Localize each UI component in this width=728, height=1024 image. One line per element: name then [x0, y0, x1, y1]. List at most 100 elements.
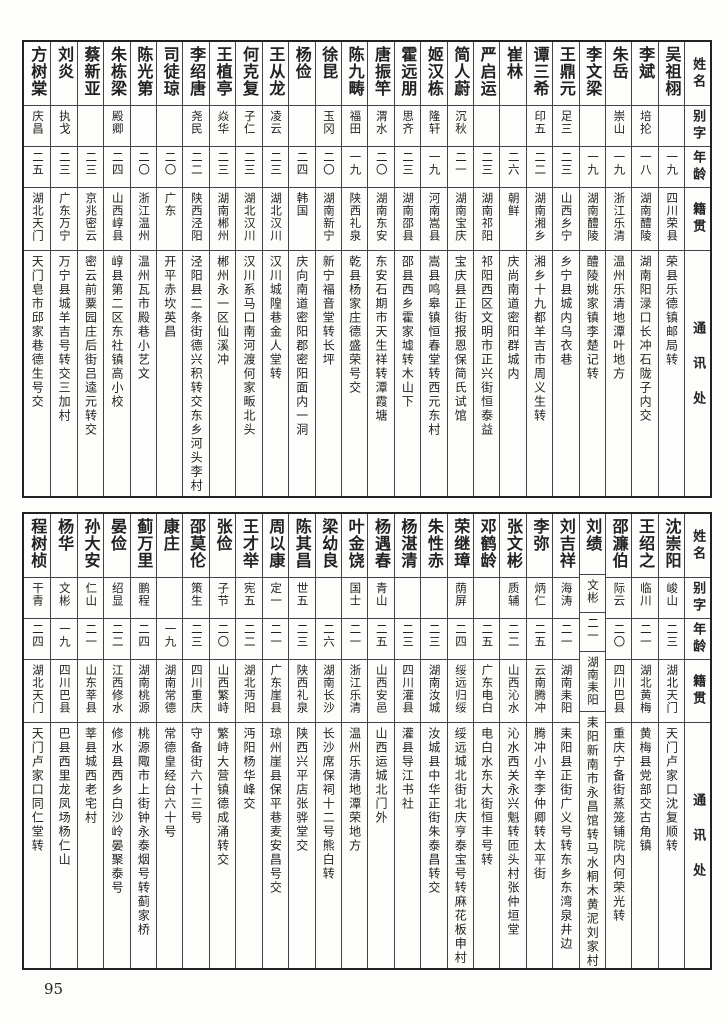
age-text: 二五	[480, 623, 495, 648]
name-cell: 王植亭	[209, 42, 236, 106]
address-cell: 莘县城西老宅村	[78, 723, 103, 968]
name-text: 王植亭	[213, 46, 233, 97]
name-text: 谭三希	[530, 46, 550, 97]
name-cell: 谭三希	[526, 42, 553, 106]
person-record: 李绍唐 尧民 二二 陕西泾阳 泾阳县二条街德兴积转交东乡河头李村	[182, 42, 209, 496]
address-cell: 琼州崖县保平巷麦安昌号交	[263, 723, 288, 968]
header-label: 姓名	[690, 528, 706, 563]
age-cell: 二五	[473, 619, 500, 660]
address-text: 开平赤坎英昌	[162, 255, 177, 339]
native-text: 湖南汝城	[427, 664, 442, 714]
native-cell: 京兆密云	[77, 188, 104, 251]
name-cell: 杨华	[51, 514, 77, 578]
address-text: 绥远城北街北庆亨泰宝号转麻花板申村	[453, 727, 468, 965]
address-text: 电白水东大街恒丰号转	[479, 727, 494, 867]
name-text: 张文彬	[504, 518, 524, 569]
alias-cell: 执戈	[51, 106, 77, 147]
age-cell: 二四	[130, 619, 157, 660]
address-text: 黄梅县党部交古角镇	[638, 727, 653, 853]
alias-cell: 干青	[24, 578, 51, 619]
age-text: 二四	[137, 623, 152, 648]
age-text: 二三	[295, 623, 310, 648]
alias-text: 足三	[559, 110, 574, 135]
age-cell: 二〇	[209, 619, 236, 660]
address-text: 巴县西里龙凤场杨仁山	[57, 727, 72, 867]
age-cell: 二一	[579, 613, 605, 653]
age-cell: 二三	[183, 619, 209, 660]
address-text: 密云前粟园庄后街吕逵元转交	[83, 255, 98, 437]
name-cell: 张文彬	[500, 514, 526, 578]
alias-cell: 峻山	[658, 578, 685, 619]
name-text: 晏俭	[107, 518, 127, 552]
address-cell: 温州瓦市殿巷小艺文	[131, 251, 156, 496]
header-cell-address: 通讯处	[685, 723, 710, 968]
age-text: 二二	[189, 151, 204, 176]
native-cell: 山东莘县	[77, 660, 104, 723]
alias-cell: 文彬	[51, 578, 77, 619]
native-text: 朝鲜	[506, 192, 521, 217]
native-cell: 湖南耒阳	[579, 652, 605, 712]
name-cell: 邵濂伯	[605, 514, 632, 578]
native-cell: 湖南邵县	[394, 188, 421, 251]
age-cell: 二三	[553, 147, 579, 188]
native-cell: 山西沁水	[500, 660, 526, 723]
person-record: 张文彬 质辅 二二 山西沁水 沁水西关永兴魁转匝头村张仲垣堂	[499, 514, 526, 968]
age-text: 二三	[242, 151, 257, 176]
address-text: 天门卢家口同仁堂转	[30, 727, 45, 853]
native-text: 山西乡宁	[559, 192, 574, 242]
address-text: 天门皂市邱家巷德生号交	[30, 255, 45, 409]
alias-text: 峻山	[665, 582, 680, 607]
native-text: 四川巴县	[612, 664, 627, 714]
native-cell: 湖南东安	[368, 188, 394, 251]
age-cell: 二三	[236, 147, 262, 188]
address-cell: 巴县西里龙凤场杨仁山	[51, 723, 76, 968]
address-text: 荣县乐德镇邮局转	[664, 255, 679, 367]
header-cell-alias: 别字	[685, 578, 710, 619]
alias-cell	[658, 106, 685, 147]
alias-text: 沉秋	[453, 110, 468, 135]
age-cell: 二四	[289, 147, 315, 188]
alias-cell	[77, 106, 104, 147]
native-cell: 湖南宝庆	[447, 188, 473, 251]
address-text: 东安石期市天生祥转潭霞塘	[374, 255, 389, 423]
name-cell: 姬汉栋	[421, 42, 447, 106]
native-text: 湖南耒阳	[559, 664, 574, 714]
native-cell: 湖北天门	[24, 660, 51, 723]
name-cell: 徐昆	[315, 42, 341, 106]
name-text: 王鼎元	[556, 46, 576, 97]
age-cell: 二〇	[315, 147, 341, 188]
native-cell: 四川灌县	[394, 660, 421, 723]
alias-text: 质辅	[506, 582, 521, 607]
name-text: 简人蔚	[451, 46, 471, 97]
address-text: 腾冲小辛李仲卿转太平街	[532, 727, 547, 881]
person-record: 霍远朋 思齐 二三 湖南邵县 邵县西乡霍家墟转木山下	[393, 42, 421, 496]
alias-cell: 崇山	[605, 106, 632, 147]
name-text: 李绍唐	[187, 46, 207, 97]
address-cell: 山西运城北门外	[368, 723, 393, 968]
alias-cell: 渭水	[368, 106, 394, 147]
age-cell: 一九	[51, 619, 77, 660]
person-record: 刘吉祥 海涛 二一 湖南耒阳 耒阳县正街广义号转东乡东湾泉井边	[552, 514, 579, 968]
native-text: 湖北天门	[30, 664, 45, 714]
address-text: 温州乐清地潭荣地方	[347, 727, 362, 853]
age-cell: 二一	[341, 619, 368, 660]
name-cell: 严启运	[473, 42, 500, 106]
native-cell: 浙江温州	[130, 188, 157, 251]
alias-cell: 文彬	[579, 575, 605, 614]
name-cell: 孙大安	[77, 514, 104, 578]
native-text: 广东	[163, 192, 178, 217]
native-text: 湖南新宁	[321, 192, 336, 242]
native-cell: 山西繁峙	[209, 660, 236, 723]
alias-cell: 沉秋	[447, 106, 473, 147]
native-text: 湖南东安	[374, 192, 389, 242]
native-cell: 广东崖县	[262, 660, 289, 723]
name-text: 李弥	[530, 518, 550, 552]
age-text: 二一	[348, 623, 363, 648]
alias-text: 印五	[533, 110, 548, 135]
person-record: 邵濂伯 际云 二〇 四川巴县 重庆宁备街蒸笼铺院内何荣光转	[604, 514, 632, 968]
address-text: 莘县城西老宅村	[83, 727, 98, 825]
person-record: 杨华 文彬 一九 四川巴县 巴县西里龙凤场杨仁山	[50, 514, 77, 968]
alias-text: 玉冈	[321, 110, 336, 135]
person-record: 方树棠 庆昌 二五 湖北天门 天门皂市邱家巷德生号交	[24, 42, 51, 496]
alias-text: 殿卿	[110, 110, 125, 135]
